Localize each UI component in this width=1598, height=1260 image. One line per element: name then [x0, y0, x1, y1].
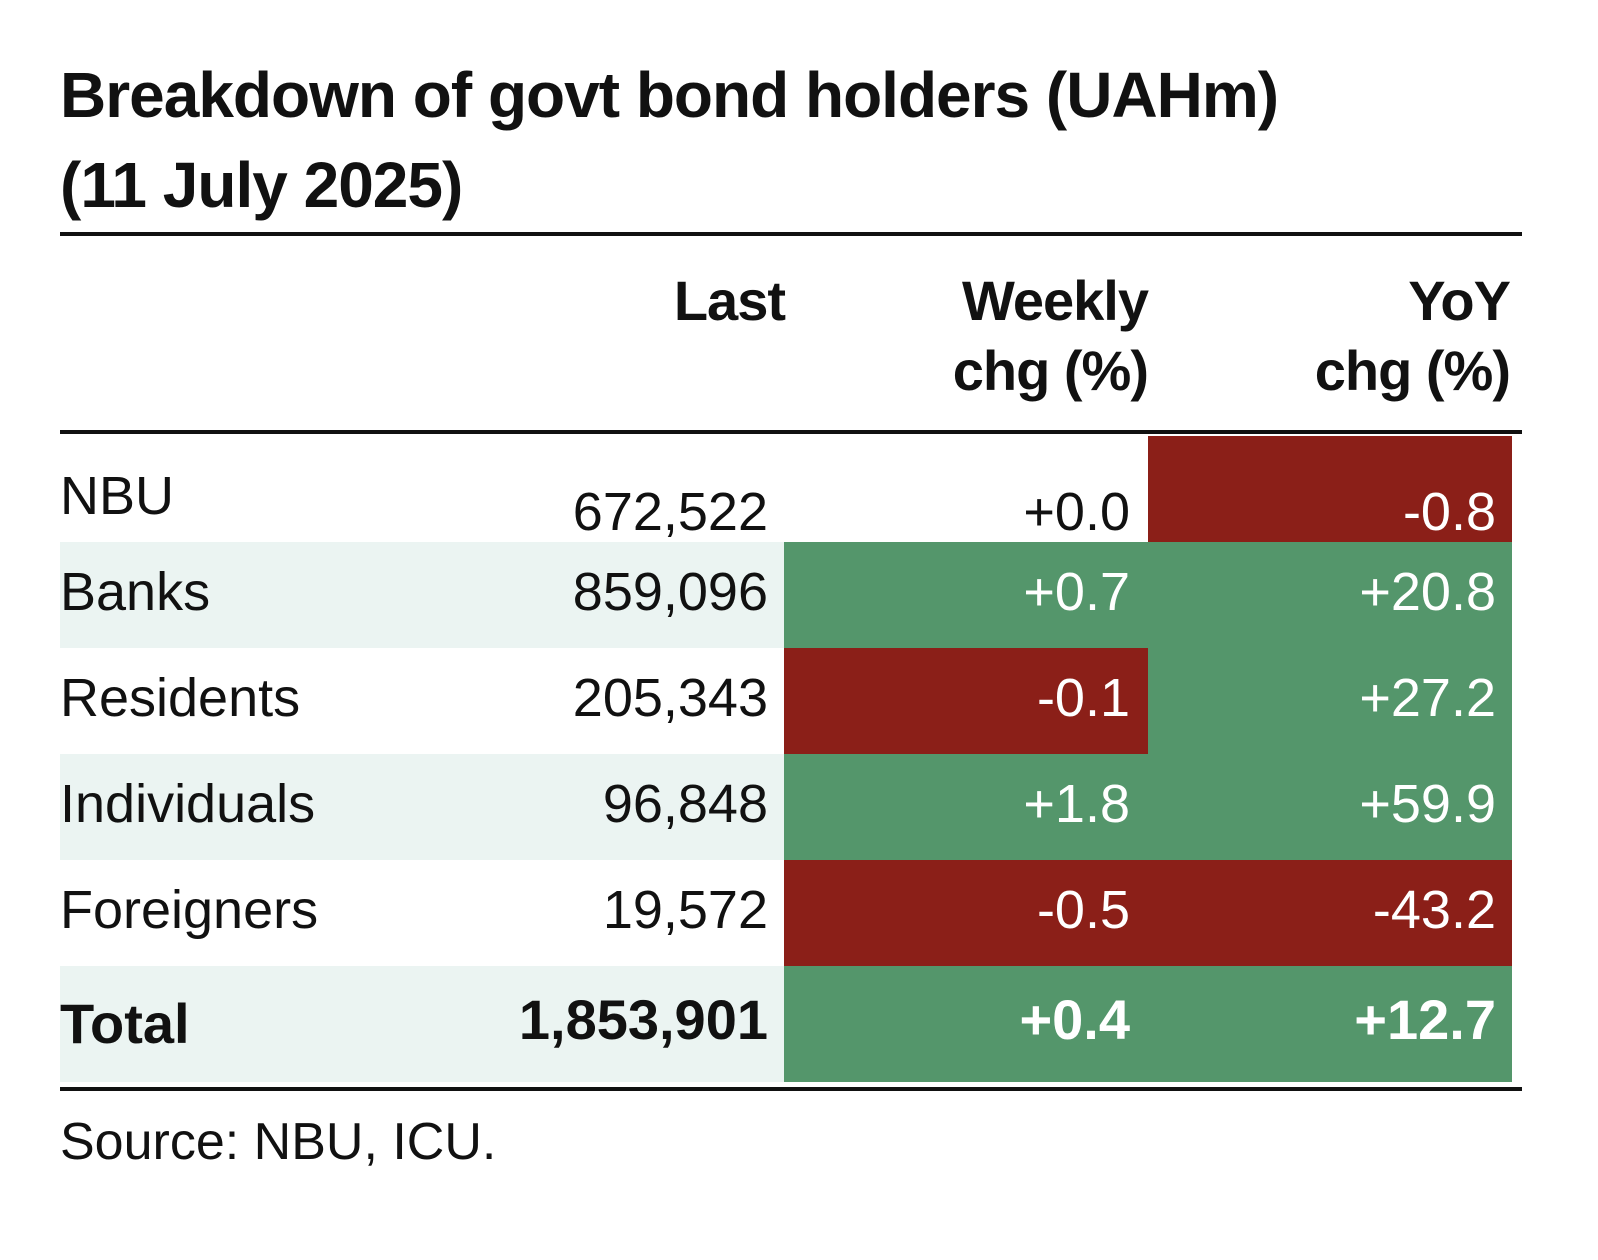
row-label: NBU: [60, 466, 175, 526]
header-weekly-line-2: chg (%): [952, 339, 1149, 402]
yoy-change-fill: [1148, 860, 1512, 966]
weekly-change-value: +0.4: [1019, 988, 1130, 1051]
yoy-change-value: +27.2: [1359, 668, 1496, 728]
yoy-change-value: +20.8: [1359, 562, 1496, 622]
last-value: 859,096: [572, 562, 768, 622]
top-rule: [60, 232, 1522, 236]
table-row: Residents 205,343 -0.1 +27.2: [60, 648, 1522, 754]
last-value: 672,522: [572, 482, 768, 542]
yoy-change-fill: [1148, 436, 1512, 542]
header-rule: [60, 430, 1522, 434]
header-last-line-1: Last: [673, 269, 786, 332]
header-weekly: Weekly chg (%): [880, 266, 1149, 406]
chart-title: Breakdown of govt bond holders (UAHm) (1…: [60, 50, 1520, 230]
last-value: 19,572: [602, 880, 768, 940]
weekly-change-value: +0.0: [1023, 482, 1130, 542]
table-row: Individuals 96,848 +1.8 +59.9: [60, 754, 1522, 860]
header-yoy: YoY chg (%): [1240, 266, 1511, 406]
yoy-change-value: +12.7: [1354, 988, 1496, 1051]
yoy-change-fill: [1148, 966, 1512, 1082]
weekly-change-fill: [784, 542, 1148, 648]
weekly-change-fill: [784, 648, 1148, 754]
yoy-change-fill: [1148, 754, 1512, 860]
header-yoy-line-2: chg (%): [1314, 339, 1511, 402]
table-row: Foreigners 19,572 -0.5 -43.2: [60, 860, 1522, 966]
chart-title-line-2: (11 July 2025): [60, 149, 463, 221]
yoy-change-value: -43.2: [1372, 880, 1496, 940]
header-last: Last: [600, 266, 786, 336]
total-row: Total 1,853,901 +0.4 +12.7: [60, 966, 1522, 1082]
weekly-change-fill: [784, 860, 1148, 966]
row-label: Foreigners: [60, 880, 319, 940]
header-weekly-line-1: Weekly: [962, 269, 1149, 332]
weekly-change-fill: [784, 754, 1148, 860]
yoy-change-value: +59.9: [1359, 774, 1496, 834]
last-value: 205,343: [572, 668, 768, 728]
source-note: Source: NBU, ICU.: [60, 1113, 497, 1171]
weekly-change-fill: [784, 966, 1148, 1082]
weekly-change-value: +1.8: [1023, 774, 1130, 834]
weekly-change-value: -0.5: [1036, 880, 1130, 940]
table-row: Banks 859,096 +0.7 +20.8: [60, 542, 1522, 648]
table-body: NBU 672,522 +0.0 -0.8 Banks 859,096 +0.7 +20.8 R…: [60, 436, 1522, 1082]
yoy-change-value: -0.8: [1402, 482, 1496, 542]
row-label: Individuals: [60, 774, 316, 834]
chart-title-line-1: Breakdown of govt bond holders (UAHm): [60, 59, 1279, 131]
weekly-change-value: -0.1: [1036, 668, 1130, 728]
row-label: Total: [60, 992, 190, 1055]
last-value: 1,853,901: [518, 988, 768, 1051]
yoy-change-fill: [1148, 542, 1512, 648]
row-label: Residents: [60, 668, 301, 728]
last-value: 96,848: [602, 774, 768, 834]
yoy-change-fill: [1148, 648, 1512, 754]
table-row: NBU 672,522 +0.0 -0.8: [60, 436, 1522, 542]
row-label: Banks: [60, 562, 211, 622]
bottom-rule: [60, 1087, 1522, 1091]
header-yoy-line-1: YoY: [1408, 269, 1511, 332]
weekly-change-value: +0.7: [1023, 562, 1130, 622]
